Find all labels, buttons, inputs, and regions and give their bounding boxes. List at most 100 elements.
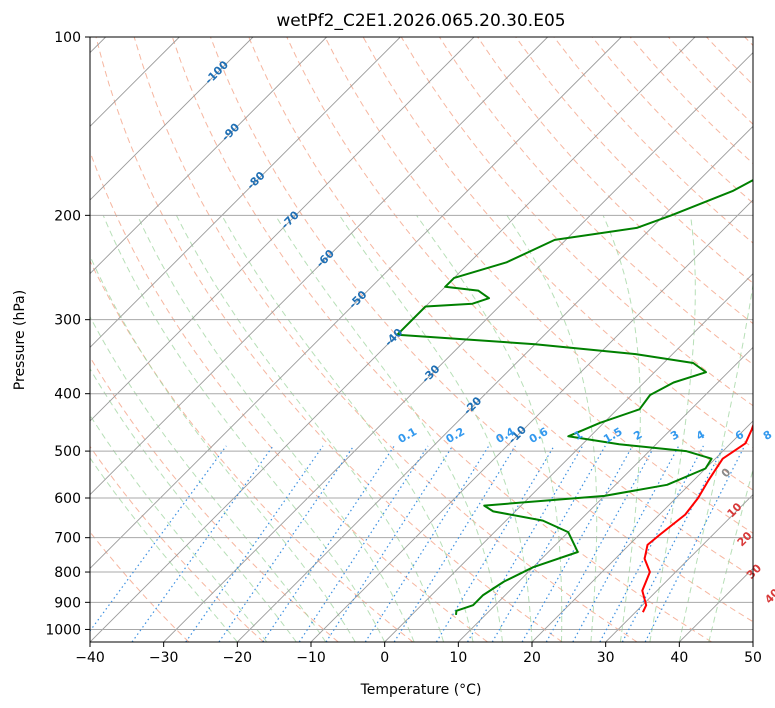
isotherm-line [90,37,327,275]
y-tick-label: 100 [54,30,81,46]
isotherm-line [458,346,753,642]
moist-adiabat-label: 40 [762,586,775,606]
moist-adiabat [136,215,415,642]
dry-adiabat [286,37,753,534]
moist-adiabat [678,282,753,642]
dry-adiabat [90,259,414,642]
y-tick-label: 600 [54,491,81,507]
mixing-ratio-line [599,445,704,642]
x-axis-label: Temperature (°C) [360,682,482,698]
mixing-ratio-line [491,445,606,642]
x-tick-label: 40 [670,650,688,666]
mixing-ratio-line [466,445,584,642]
isotherm-line [90,37,254,201]
x-tick-label: −30 [149,650,179,666]
dry-adiabat [591,37,753,204]
background-lines [90,37,753,642]
moist-adiabat [506,215,598,642]
moist-adiabat [90,414,268,642]
mixing-ratio-line [435,445,555,642]
dry-adiabat [90,531,190,642]
mixing-ratio-line [325,445,454,642]
dry-adiabat [90,150,488,642]
isotherm-line [90,37,401,348]
moist-adiabat [102,215,386,642]
isotherm-label: -100 [202,58,231,87]
moist-adiabat [175,215,445,642]
isotherm-line [90,37,622,569]
moist-adiabat [90,315,327,642]
mixing-ratio-line [298,445,429,642]
y-axis-label: Pressure (hPa) [12,290,28,390]
mixing-ratio-line [262,445,395,642]
moist-adiabat-label: 10 [725,500,745,520]
isotherm-line [752,641,753,642]
y-tick-label: 900 [54,595,81,611]
moist-adiabat [90,457,238,642]
y-tick-label: 1000 [45,622,81,638]
isotherm-label: -60 [314,247,337,270]
isotherm-line [531,420,753,642]
isotherm-line [90,37,696,642]
x-tick-label: −10 [296,650,326,666]
mixing-ratio-label: 0.6 [527,425,551,446]
isotherm-label: -90 [219,120,242,143]
x-tick-label: 20 [523,650,541,666]
x-tick-label: 0 [380,650,389,666]
x-tick-label: −40 [75,650,105,666]
isotherm-label: -70 [279,208,302,231]
dry-adiabat [324,37,753,491]
moist-adiabat [90,367,297,642]
isopleth-labels: -100-90-80-70-60-50-40-30-20-100.1 0.2 0.4… [202,58,775,606]
mixing-ratio-line [572,445,680,642]
moist-adiabat [339,215,533,642]
isotherm-label: -20 [461,394,484,417]
x-tick-label: 10 [449,650,467,666]
mixing-ratio-line [218,445,355,642]
dry-adiabat [553,37,753,244]
mixing-ratio-line [545,445,656,642]
isotherm-line [90,37,548,496]
isotherm-line [310,199,753,642]
profile-lines [396,179,753,615]
y-tick-label: 200 [54,208,81,224]
dry-adiabat [515,37,753,284]
isotherm-line [237,125,753,642]
x-tick-label: 50 [744,650,762,666]
isotherm-line [384,273,753,642]
moist-adiabat [274,215,503,642]
mixing-ratio-line [131,445,274,642]
moist-adiabat-label: 30 [744,561,764,581]
dry-adiabat [171,37,712,642]
x-tick-label: 30 [597,650,615,666]
plot-frame [89,36,754,643]
dry-adiabat [706,37,753,86]
mixing-ratio-line [644,445,746,642]
moist-adiabat [416,215,563,642]
mixing-ratio-line [621,445,725,642]
dry-adiabat [210,37,753,623]
dewpoint-profile [396,179,753,615]
moist-adiabat [649,215,696,642]
isotherm-label: -80 [244,169,267,192]
mixing-ratio-label: 4 [694,428,707,443]
moist-adiabat [90,254,356,642]
moist-adiabat [602,215,641,642]
mixing-ratio-line [364,445,490,642]
mixing-ratio-label: 2 [631,428,644,443]
y-tick-label: 400 [54,387,81,403]
isotherm-label: -50 [346,288,369,311]
mixing-ratio-label: 8 [761,428,774,443]
y-tick-label: 800 [54,565,81,581]
mixing-ratio-label: 3 [668,428,681,443]
isotherm-label: -30 [419,362,442,385]
mixing-ratio-line [185,445,324,642]
mixing-ratio-line [521,445,634,642]
dry-adiabat [248,37,753,578]
mixing-ratio-label: 0.1 [396,425,419,446]
mixing-ratio-line [393,445,516,642]
y-tick-label: 700 [54,531,81,547]
isotherm-line [605,494,753,642]
